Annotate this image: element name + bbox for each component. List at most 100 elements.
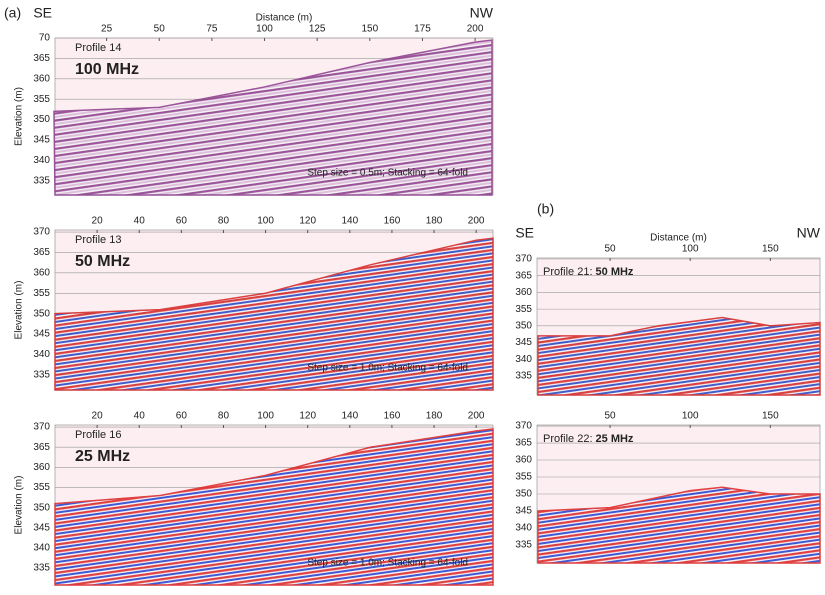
y-tick-label: 355 (515, 304, 532, 315)
direction-label: NW (470, 5, 494, 21)
y-tick-label: 335 (515, 371, 532, 382)
x-tick-label: 80 (218, 216, 230, 227)
radargram-area (537, 316, 821, 396)
y-axis-label: Elevation (m) (14, 476, 25, 535)
direction-label: SE (33, 5, 52, 21)
x-tick-label: 125 (309, 24, 326, 35)
x-tick-label: 100 (257, 216, 274, 227)
panel-label: (b) (537, 201, 554, 217)
x-tick-label: 100 (257, 411, 274, 422)
x-tick-label: 160 (384, 411, 401, 422)
y-tick-label: 345 (515, 506, 532, 517)
annotation: Step size = 1.0m; Stacking = 64-fold (307, 558, 468, 569)
x-tick-label: 140 (341, 216, 358, 227)
panel-title: Profile 14 (75, 42, 121, 54)
radargram-area (537, 486, 821, 564)
y-tick-label: 340 (33, 543, 50, 554)
x-tick-label: 50 (154, 24, 166, 35)
y-tick-label: 350 (33, 308, 50, 319)
y-tick-label: 350 (33, 114, 50, 125)
x-tick-label: 60 (176, 216, 188, 227)
y-tick-label: 345 (515, 337, 532, 348)
direction-label: NW (797, 225, 821, 241)
y-tick-label: 335 (33, 370, 50, 381)
x-tick-label: 40 (134, 216, 146, 227)
x-tick-label: 20 (92, 411, 104, 422)
y-tick-label: 70 (39, 33, 51, 44)
radargram-area (54, 237, 494, 391)
panel-title: Profile 13 (75, 234, 121, 246)
y-tick-label: 355 (33, 482, 50, 493)
y-tick-label: 365 (33, 53, 50, 64)
y-tick-label: 370 (33, 227, 50, 238)
x-tick-label: 175 (414, 24, 431, 35)
x-tick-label: 75 (206, 24, 218, 35)
x-tick-label: 150 (762, 411, 779, 422)
y-tick-label: 350 (33, 502, 50, 513)
x-tick-label: 180 (426, 216, 443, 227)
x-tick-label: 60 (176, 411, 188, 422)
y-axis-label: Elevation (m) (14, 281, 25, 340)
y-tick-label: 350 (515, 320, 532, 331)
x-tick-label: 180 (426, 411, 443, 422)
panel-title: Profile 16 (75, 429, 121, 441)
radargram-area (53, 39, 493, 196)
y-tick-label: 355 (515, 472, 532, 483)
annotation: Step size = 0.5m; Stacking = 64-fold (307, 168, 468, 179)
x-tick-label: 20 (92, 216, 104, 227)
frequency-label: 25 MHz (596, 433, 634, 445)
y-tick-label: 340 (515, 523, 532, 534)
x-tick-label: 120 (299, 216, 316, 227)
x-axis-label: Distance (m) (650, 233, 707, 244)
y-tick-label: 370 (515, 254, 532, 265)
y-tick-label: 345 (33, 135, 50, 146)
y-tick-label: 365 (33, 442, 50, 453)
y-tick-label: 360 (515, 287, 532, 298)
y-tick-label: 365 (515, 270, 532, 281)
x-axis-label: Distance (m) (256, 13, 313, 24)
x-tick-label: 200 (467, 24, 484, 35)
frequency-label: 25 MHz (75, 448, 130, 465)
y-axis-label: Elevation (m) (14, 87, 25, 146)
x-tick-label: 160 (384, 216, 401, 227)
x-tick-label: 120 (299, 411, 316, 422)
x-tick-label: 100 (256, 24, 273, 35)
y-tick-label: 365 (33, 247, 50, 258)
y-tick-label: 345 (33, 329, 50, 340)
y-tick-label: 370 (33, 422, 50, 433)
x-tick-label: 200 (468, 216, 485, 227)
frequency-label: 100 MHz (75, 61, 139, 78)
y-tick-label: 335 (515, 540, 532, 551)
y-tick-label: 360 (515, 455, 532, 466)
y-tick-label: 355 (33, 288, 50, 299)
panel-title: Profile 22: (543, 433, 593, 445)
y-tick-label: 335 (33, 175, 50, 186)
direction-label: SE (515, 225, 534, 241)
y-tick-label: 350 (515, 489, 532, 500)
y-tick-label: 360 (33, 73, 50, 84)
y-tick-label: 340 (515, 354, 532, 365)
y-tick-label: 335 (33, 563, 50, 574)
y-tick-label: 360 (33, 267, 50, 278)
radargram-area (54, 428, 494, 586)
x-tick-label: 140 (341, 411, 358, 422)
x-tick-label: 25 (101, 24, 113, 35)
x-tick-label: 50 (605, 411, 617, 422)
panel-label: (a) (4, 5, 21, 21)
x-tick-label: 100 (682, 411, 699, 422)
y-tick-label: 365 (515, 438, 532, 449)
y-tick-label: 340 (33, 155, 50, 166)
x-tick-label: 150 (361, 24, 378, 35)
y-tick-label: 355 (33, 94, 50, 105)
x-tick-label: 200 (468, 411, 485, 422)
frequency-label: 50 MHz (596, 266, 634, 278)
annotation: Step size = 1.0m; Stacking = 64-fold (307, 363, 468, 374)
x-tick-label: 50 (605, 244, 617, 255)
panel-title: Profile 21: (543, 266, 593, 278)
x-tick-label: 100 (682, 244, 699, 255)
x-tick-label: 40 (134, 411, 146, 422)
y-tick-label: 340 (33, 349, 50, 360)
frequency-label: 50 MHz (75, 253, 130, 270)
